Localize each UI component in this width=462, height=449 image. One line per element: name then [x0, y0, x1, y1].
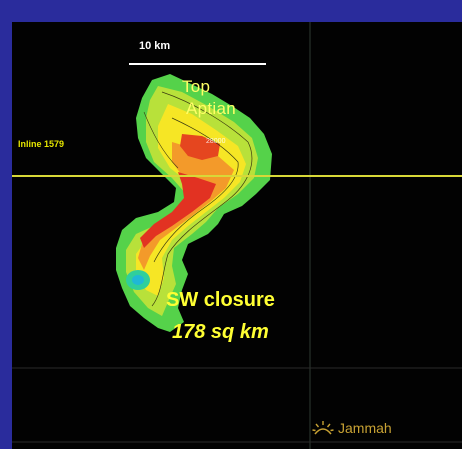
horizon-label-line1: Top — [182, 77, 211, 96]
structure-contour-map — [116, 74, 272, 332]
contour-stroke-2 — [153, 117, 239, 263]
inline-label: Inline 1579 — [18, 139, 65, 149]
closure-label-line1: SW closure — [166, 289, 275, 311]
contour-red — [140, 172, 216, 248]
contour-orange — [138, 142, 234, 270]
contour-stroke-1 — [151, 91, 253, 307]
horizon-label-line2: Aptian — [186, 99, 237, 118]
contour-red-upper — [180, 134, 220, 160]
logo-text: Jammah — [338, 420, 392, 436]
company-logo: Jammah — [312, 420, 392, 436]
seismic-map-panel: 10 km Inline 1579 Top Aptian 28000 SW cl… — [12, 22, 462, 449]
scale-bar-label: 10 km — [139, 40, 171, 52]
sun-icon — [312, 421, 334, 435]
contour-stroke-3 — [143, 111, 179, 169]
closure-area-label: 178 sq km — [172, 321, 269, 343]
contour-value-label: 28000 — [206, 138, 226, 145]
contour-low-cyan-inner — [132, 275, 144, 285]
map-graphics — [12, 22, 462, 449]
